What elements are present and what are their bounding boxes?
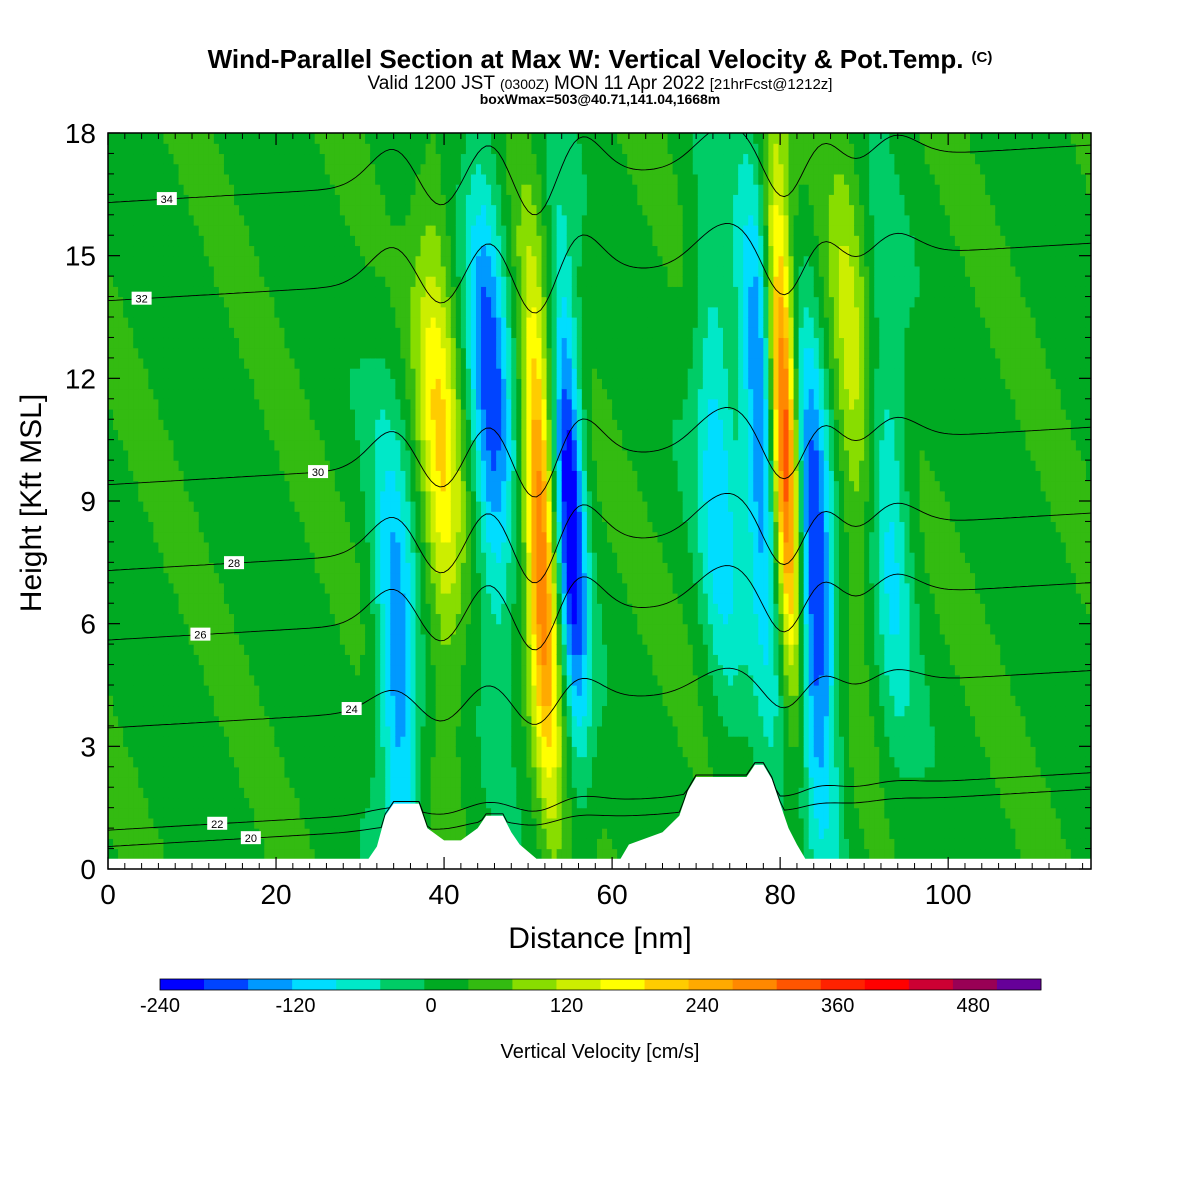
colorbar-swatch — [248, 979, 293, 990]
isentrope-label-22: 22 — [207, 816, 228, 831]
isentrope-32 — [108, 223, 1091, 314]
y-tick-label: 3 — [80, 731, 96, 762]
x-axis-label: Distance [nm] — [508, 922, 691, 955]
colorbar-swatch — [952, 979, 998, 990]
colorbar: -240 -120 0 120 240 360 480 — [140, 978, 1042, 1017]
colorbar-swatch — [644, 979, 689, 990]
isentrope-28 — [108, 492, 1091, 584]
isentrope-24 — [108, 667, 1091, 729]
colorbar-tick-label: 0 — [426, 995, 437, 1017]
isentrope-label-34: 34 — [156, 192, 177, 206]
y-tick-label: 15 — [65, 241, 96, 272]
isentrope-label-32: 32 — [131, 291, 152, 306]
colorbar-swatch — [688, 979, 734, 990]
colorbar-swatch — [424, 979, 469, 990]
colorbar-swatch — [380, 979, 425, 990]
chart-subtitle: Valid 1200 JST (0300Z) MON 11 Apr 2022 [21h… — [368, 73, 833, 94]
y-tick-label: 18 — [65, 118, 96, 149]
isentrope-30 — [108, 407, 1091, 498]
isentrope-22 — [108, 762, 1091, 831]
colorbar-swatch — [820, 979, 866, 990]
isentrope-26 — [108, 565, 1091, 651]
colorbar-swatch — [600, 979, 645, 990]
vertical-velocity-field — [108, 133, 1091, 869]
colorbar-swatch — [336, 979, 381, 990]
colorbar-swatch — [512, 979, 557, 990]
colorbar-tick-label: -120 — [276, 995, 316, 1017]
isentrope-label-26: 26 — [190, 627, 211, 642]
isentrope-label-30: 30 — [308, 465, 329, 479]
colorbar-swatch — [204, 979, 249, 990]
colorbar-frame — [159, 978, 1042, 991]
isentrope-label-28: 28 — [224, 556, 245, 570]
x-tick-label: 60 — [597, 879, 628, 910]
colorbar-swatch — [292, 979, 337, 990]
isentropes: 20 22 24 26 28 30 32 34 — [108, 133, 1091, 847]
colorbar-swatch — [776, 979, 822, 990]
y-tick-label: 6 — [80, 609, 96, 640]
colorbar-swatch — [160, 979, 205, 990]
colorbar-tick-label: 120 — [550, 995, 583, 1017]
colorbar-swatch — [908, 979, 954, 990]
colorbar-swatch — [996, 979, 1042, 990]
y-tick-label: 9 — [80, 486, 96, 517]
axes: 0 20 40 60 80 100 0 3 6 9 12 15 18 — [65, 118, 1091, 910]
colorbar-swatch — [732, 979, 778, 990]
x-tick-label: 100 — [925, 879, 972, 910]
colorbar-swatch — [864, 979, 910, 990]
colorbar-swatch — [556, 979, 601, 990]
y-tick-label: 0 — [80, 854, 96, 885]
y-tick-label: 12 — [65, 363, 96, 394]
isentrope-34 — [108, 133, 1091, 216]
chart-title: Wind-Parallel Section at Max W: Vertical… — [208, 44, 993, 74]
isentrope-label-24: 24 — [341, 702, 362, 716]
x-tick-label: 80 — [765, 879, 796, 910]
plot-area: 20 22 24 26 28 30 32 34 — [108, 133, 1091, 869]
x-tick-label: 0 — [100, 879, 116, 910]
y-axis-label: Height [Kft MSL] — [15, 394, 48, 612]
x-tick-label: 40 — [428, 879, 459, 910]
isentrope-label-20: 20 — [240, 831, 261, 845]
colorbar-label: Vertical Velocity [cm/s] — [501, 1041, 700, 1063]
colorbar-tick-label: 240 — [685, 995, 718, 1017]
x-tick-label: 20 — [260, 879, 291, 910]
colorbar-tick-label: 360 — [821, 995, 854, 1017]
isentrope-20 — [108, 762, 1091, 847]
chart-subtitle-2: boxWmax=503@40.71,141.04,1668m — [480, 91, 721, 107]
colorbar-tick-label: -240 — [140, 995, 180, 1017]
colorbar-tick-label: 480 — [957, 995, 990, 1017]
colorbar-swatch — [468, 979, 513, 990]
